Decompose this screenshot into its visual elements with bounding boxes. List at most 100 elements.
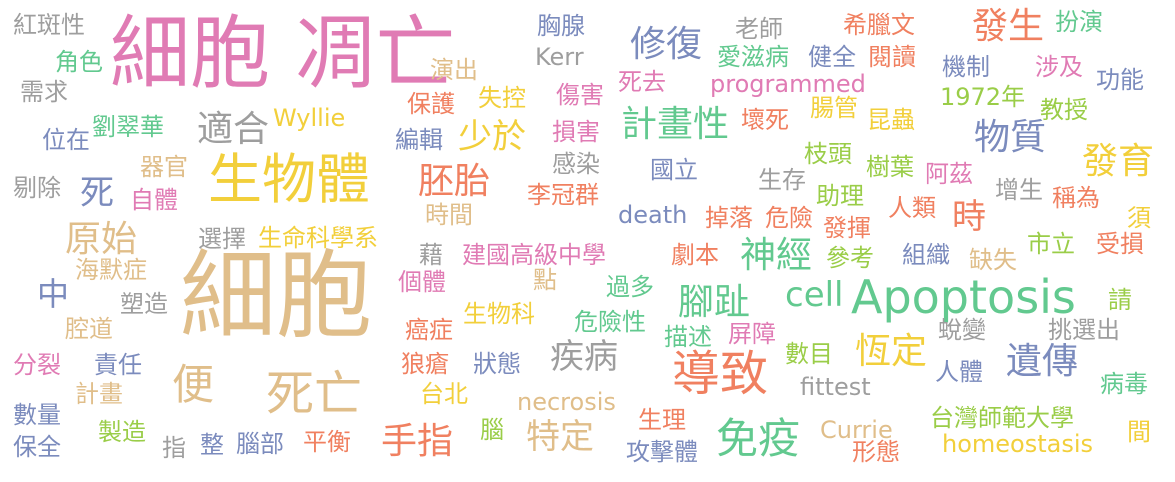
word: 剔除 bbox=[13, 174, 61, 202]
word: 壞死 bbox=[741, 106, 789, 134]
word: 物質 bbox=[974, 117, 1047, 158]
word: 昆蟲 bbox=[867, 106, 915, 134]
word: 胚胎 bbox=[418, 161, 491, 202]
word: Apoptosis bbox=[851, 270, 1076, 324]
word: 器官 bbox=[140, 153, 188, 181]
word: 失控 bbox=[478, 84, 526, 112]
word: 選擇 bbox=[198, 225, 246, 253]
word: 稱為 bbox=[1052, 184, 1100, 212]
word: 閱讀 bbox=[868, 43, 916, 71]
word: 傷害 bbox=[556, 81, 604, 109]
word: 數目 bbox=[785, 340, 833, 368]
word: 枝頭 bbox=[804, 140, 852, 168]
word: 修復 bbox=[630, 24, 703, 65]
word: 腳趾 bbox=[678, 282, 751, 323]
word: fittest bbox=[800, 373, 871, 401]
word: 腦部 bbox=[236, 430, 284, 458]
word: 危險性 bbox=[574, 308, 646, 336]
word: 希臘文 bbox=[843, 11, 915, 39]
word: 便 bbox=[172, 360, 215, 409]
word: 機制 bbox=[942, 53, 990, 81]
word: 受損 bbox=[1096, 230, 1144, 258]
word: 手指 bbox=[381, 421, 454, 462]
word: 掉落 bbox=[705, 204, 753, 232]
word: 個體 bbox=[398, 268, 446, 296]
word: 導致 bbox=[672, 346, 769, 402]
word: 生物體 bbox=[208, 148, 370, 211]
word: 阿茲 bbox=[925, 160, 973, 188]
word: 死 bbox=[80, 173, 114, 213]
word: 功能 bbox=[1096, 66, 1144, 94]
word: 樹葉 bbox=[866, 153, 914, 181]
word: 原始 bbox=[65, 219, 138, 260]
word: 生命科學系 bbox=[258, 224, 378, 252]
word: 台灣師範大學 bbox=[930, 404, 1074, 432]
word: Currie bbox=[820, 416, 893, 444]
word: 責任 bbox=[94, 351, 142, 379]
word: 分裂 bbox=[13, 351, 61, 379]
word: death bbox=[618, 201, 688, 229]
word: 特定 bbox=[526, 417, 594, 457]
word: 位在 bbox=[42, 126, 90, 154]
word: 人類 bbox=[888, 194, 936, 222]
word: 李冠群 bbox=[527, 181, 599, 209]
word: 恆定 bbox=[855, 331, 928, 372]
word: 參考 bbox=[826, 244, 874, 272]
word: 腔道 bbox=[65, 315, 113, 343]
word: 指 bbox=[162, 434, 186, 462]
word: 生物科 bbox=[463, 300, 535, 328]
word: cell bbox=[785, 275, 844, 315]
word: 發生 bbox=[972, 6, 1045, 47]
word: 愛滋病 bbox=[717, 43, 789, 71]
word: Kerr bbox=[535, 43, 584, 71]
word: 時 bbox=[952, 197, 986, 237]
word: 少於 bbox=[458, 117, 526, 157]
word: 點 bbox=[533, 266, 557, 294]
word: 劇本 bbox=[671, 241, 719, 269]
word: 適合 bbox=[197, 109, 270, 150]
word: 遺傳 bbox=[1006, 341, 1079, 382]
word: 平衡 bbox=[303, 428, 351, 456]
word: 免疫 bbox=[716, 414, 801, 463]
word: 市立 bbox=[1027, 230, 1075, 258]
word: 須 bbox=[1127, 204, 1151, 232]
word: 時間 bbox=[425, 201, 473, 229]
word: 建國高級中學 bbox=[462, 241, 606, 269]
word: 藉 bbox=[419, 241, 443, 269]
word: programmed bbox=[710, 70, 866, 98]
word: 缺失 bbox=[969, 246, 1017, 274]
word: 疾病 bbox=[550, 337, 618, 377]
word: 自體 bbox=[130, 186, 178, 214]
word: 計畫 bbox=[75, 380, 123, 408]
word: 演出 bbox=[430, 56, 478, 84]
word: 保護 bbox=[407, 90, 455, 118]
word: 1972年 bbox=[940, 83, 1026, 111]
word: 損害 bbox=[552, 118, 600, 146]
word: 狀態 bbox=[473, 350, 521, 378]
word: 計畫性 bbox=[621, 104, 730, 145]
word: 塑造 bbox=[120, 290, 168, 318]
word: 形態 bbox=[852, 438, 900, 466]
word: Wyllie bbox=[273, 104, 346, 132]
word: 狼瘡 bbox=[401, 350, 449, 378]
word: necrosis bbox=[517, 388, 616, 416]
word: 生存 bbox=[758, 166, 806, 194]
word: 生理 bbox=[638, 406, 686, 434]
word: 扮演 bbox=[1055, 8, 1103, 36]
word: 健全 bbox=[808, 43, 856, 71]
word: 過多 bbox=[606, 273, 654, 301]
word: 死去 bbox=[618, 68, 666, 96]
word: 蛻變 bbox=[938, 316, 986, 344]
word: 描述 bbox=[664, 323, 712, 351]
word: 癌症 bbox=[405, 316, 453, 344]
word: 助理 bbox=[816, 182, 864, 210]
word: 製造 bbox=[98, 418, 146, 446]
word: 教授 bbox=[1040, 96, 1088, 124]
word: 中 bbox=[37, 275, 70, 313]
word: 胸腺 bbox=[537, 12, 585, 40]
word: 台北 bbox=[420, 380, 468, 408]
word: 發育 bbox=[1082, 141, 1155, 182]
word: 需求 bbox=[20, 78, 68, 106]
word: 涉及 bbox=[1035, 53, 1083, 81]
word: 老師 bbox=[735, 15, 783, 43]
